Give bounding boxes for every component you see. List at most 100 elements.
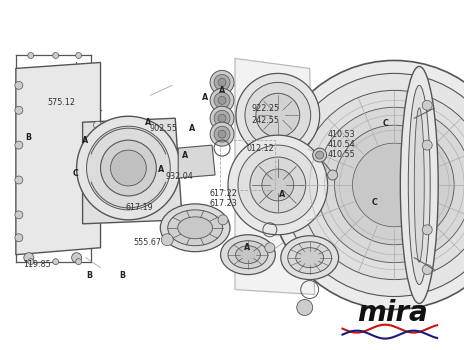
- Circle shape: [161, 234, 173, 246]
- Circle shape: [422, 140, 432, 150]
- Text: mira: mira: [357, 299, 428, 327]
- Text: A: A: [202, 93, 209, 102]
- Circle shape: [214, 126, 230, 142]
- Ellipse shape: [288, 242, 332, 274]
- Text: B: B: [86, 271, 93, 280]
- Circle shape: [297, 300, 312, 315]
- Ellipse shape: [400, 66, 438, 303]
- Circle shape: [312, 148, 326, 162]
- Bar: [220, 140, 275, 190]
- Text: B: B: [25, 133, 31, 142]
- Circle shape: [93, 121, 101, 129]
- Text: A: A: [219, 86, 225, 95]
- Circle shape: [300, 90, 465, 280]
- Text: 242.55: 242.55: [251, 116, 279, 125]
- Text: 902.55: 902.55: [149, 125, 177, 133]
- Circle shape: [15, 106, 23, 114]
- Text: 617.22
617.23: 617.22 617.23: [209, 189, 237, 208]
- Circle shape: [218, 130, 226, 138]
- Text: A: A: [82, 136, 88, 145]
- Text: 555.67: 555.67: [133, 238, 161, 247]
- Text: A: A: [279, 190, 285, 199]
- Circle shape: [422, 225, 432, 235]
- Ellipse shape: [281, 236, 339, 280]
- Circle shape: [15, 234, 23, 242]
- Circle shape: [28, 259, 34, 265]
- Circle shape: [228, 135, 328, 235]
- Text: C: C: [73, 169, 79, 178]
- Circle shape: [28, 52, 34, 58]
- Circle shape: [262, 169, 294, 201]
- Polygon shape: [235, 58, 315, 294]
- Circle shape: [100, 140, 156, 196]
- Text: A: A: [181, 150, 188, 160]
- Polygon shape: [83, 118, 182, 224]
- Circle shape: [93, 171, 101, 179]
- Text: A: A: [159, 165, 165, 174]
- Text: C: C: [383, 119, 389, 128]
- Circle shape: [245, 82, 311, 148]
- Text: A: A: [188, 125, 195, 133]
- Circle shape: [218, 114, 226, 122]
- Ellipse shape: [228, 241, 268, 269]
- Ellipse shape: [220, 235, 275, 275]
- Polygon shape: [178, 145, 215, 178]
- Circle shape: [111, 150, 146, 186]
- Ellipse shape: [178, 217, 213, 239]
- Circle shape: [15, 211, 23, 219]
- Circle shape: [422, 265, 432, 275]
- Circle shape: [218, 96, 226, 104]
- Text: A: A: [244, 243, 250, 252]
- Circle shape: [422, 100, 432, 110]
- Circle shape: [218, 215, 228, 225]
- Circle shape: [210, 106, 234, 130]
- Circle shape: [352, 143, 436, 227]
- Circle shape: [214, 110, 230, 126]
- Circle shape: [86, 126, 170, 210]
- Ellipse shape: [235, 246, 260, 264]
- Circle shape: [24, 253, 34, 262]
- Ellipse shape: [160, 204, 230, 252]
- Circle shape: [76, 52, 81, 58]
- Text: 922.25: 922.25: [251, 104, 279, 113]
- Circle shape: [218, 78, 226, 86]
- Text: A: A: [145, 118, 151, 127]
- Circle shape: [335, 125, 454, 245]
- Circle shape: [328, 170, 338, 180]
- Circle shape: [210, 70, 234, 94]
- Text: C: C: [372, 198, 377, 206]
- Polygon shape: [16, 62, 100, 255]
- Circle shape: [214, 92, 230, 108]
- Circle shape: [76, 259, 81, 265]
- Circle shape: [15, 81, 23, 89]
- Circle shape: [15, 176, 23, 184]
- Circle shape: [250, 157, 306, 213]
- Circle shape: [270, 61, 465, 309]
- Text: 617.19: 617.19: [126, 203, 154, 212]
- Circle shape: [238, 145, 318, 225]
- Circle shape: [283, 74, 465, 296]
- Text: 119.85: 119.85: [23, 260, 51, 270]
- Circle shape: [210, 122, 234, 146]
- Circle shape: [53, 52, 59, 58]
- Circle shape: [210, 88, 234, 112]
- Ellipse shape: [414, 108, 424, 262]
- Circle shape: [317, 107, 465, 262]
- Text: 012.12: 012.12: [246, 144, 274, 153]
- Ellipse shape: [296, 248, 324, 268]
- Ellipse shape: [168, 210, 223, 246]
- Circle shape: [93, 144, 101, 152]
- Circle shape: [15, 141, 23, 149]
- Circle shape: [53, 259, 59, 265]
- Circle shape: [77, 116, 180, 220]
- Text: 575.12: 575.12: [47, 98, 75, 107]
- Ellipse shape: [408, 85, 430, 285]
- Text: 410.53
410.54
410.55: 410.53 410.54 410.55: [327, 130, 355, 160]
- Text: 932.04: 932.04: [166, 172, 193, 181]
- Circle shape: [72, 253, 81, 262]
- Text: B: B: [119, 271, 125, 280]
- Circle shape: [265, 243, 275, 253]
- Circle shape: [256, 93, 300, 137]
- Circle shape: [214, 75, 230, 90]
- Circle shape: [236, 74, 319, 157]
